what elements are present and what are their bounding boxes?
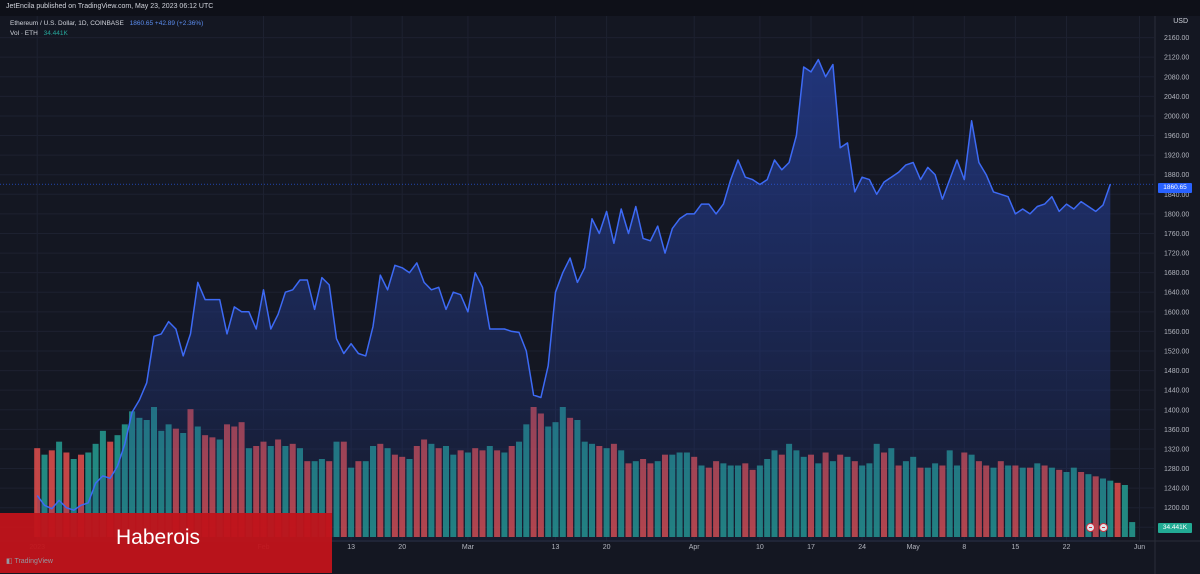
watermark-banner xyxy=(0,513,332,573)
y-tick-label: 1600.00 xyxy=(1164,309,1189,316)
event-flag-icon[interactable] xyxy=(1086,523,1095,532)
x-tick-label: Mar xyxy=(462,544,475,551)
last-price-tag: 1860.65 xyxy=(1158,183,1192,193)
volume-bar xyxy=(56,441,63,537)
x-tick-label: 13 xyxy=(552,544,560,551)
x-tick-label: 24 xyxy=(858,544,866,551)
y-tick-label: 1320.00 xyxy=(1164,446,1189,453)
volume-label: Vol · ETH xyxy=(10,30,38,37)
y-tick-label: 1880.00 xyxy=(1164,172,1189,179)
y-tick-label: 1920.00 xyxy=(1164,153,1189,160)
x-tick-label: 15 xyxy=(1012,544,1020,551)
x-tick-label: 17 xyxy=(807,544,815,551)
y-tick-label: 2080.00 xyxy=(1164,74,1189,81)
volume-bar xyxy=(70,459,77,537)
event-flag-icon[interactable] xyxy=(1099,523,1108,532)
y-tick-label: 2160.00 xyxy=(1164,35,1189,42)
legend-volume-row[interactable]: Vol · ETH 34.441K xyxy=(10,30,68,37)
banner-text: Haberois xyxy=(116,526,201,549)
currency-label[interactable]: USD xyxy=(1173,18,1188,25)
x-tick-label: Apr xyxy=(689,544,701,551)
volume-bar xyxy=(1114,482,1121,537)
y-tick-label: 1840.00 xyxy=(1164,192,1189,199)
price-change: 1860.65 +42.89 (+2.36%) xyxy=(129,20,204,27)
y-tick-label: 2120.00 xyxy=(1164,55,1189,62)
y-tick-label: 1360.00 xyxy=(1164,427,1189,434)
x-tick-label: 10 xyxy=(756,544,764,551)
x-tick-label: 8 xyxy=(962,544,966,551)
volume-bar xyxy=(85,452,92,537)
tradingview-logo: ◧ TradingView xyxy=(6,558,53,565)
y-tick-label: 1280.00 xyxy=(1164,466,1189,473)
y-tick-label: 1960.00 xyxy=(1164,133,1189,140)
volume-bar xyxy=(78,454,84,537)
y-tick-label: 1520.00 xyxy=(1164,349,1189,356)
y-tick-label: 1720.00 xyxy=(1164,251,1189,258)
y-tick-label: 1680.00 xyxy=(1164,270,1189,277)
x-tick-label: 22 xyxy=(1063,544,1071,551)
y-tick-label: 1480.00 xyxy=(1164,368,1189,375)
y-tick-label: 1440.00 xyxy=(1164,388,1189,395)
volume-bar xyxy=(41,454,48,537)
y-tick-label: 1800.00 xyxy=(1164,211,1189,218)
published-info: JetEncila published on TradingView.com, … xyxy=(6,3,214,10)
x-tick-label: 20 xyxy=(398,544,406,551)
last-volume-tag: 34.441K xyxy=(1158,523,1192,533)
y-tick-label: 1240.00 xyxy=(1164,486,1189,493)
logo-text: TradingView xyxy=(14,558,53,565)
volume-bar xyxy=(63,452,70,537)
x-tick-label: 20 xyxy=(603,544,611,551)
price-line xyxy=(36,58,1112,511)
y-tick-label: 1560.00 xyxy=(1164,329,1189,336)
x-tick-label: Jun xyxy=(1134,544,1145,551)
volume-bar xyxy=(1121,485,1128,537)
legend-symbol-row[interactable]: Ethereum / U.S. Dollar, 1D, COINBASE 186… xyxy=(10,20,203,27)
volume-bar xyxy=(34,448,41,537)
y-tick-label: 1200.00 xyxy=(1164,505,1189,512)
y-tick-label: 2040.00 xyxy=(1164,94,1189,101)
y-tick-label: 1760.00 xyxy=(1164,231,1189,238)
symbol-name: Ethereum / U.S. Dollar, 1D, COINBASE xyxy=(10,20,124,27)
volume-value: 34.441K xyxy=(43,30,68,37)
price-area xyxy=(37,59,1111,542)
volume-bar xyxy=(1129,522,1136,537)
x-tick-label: May xyxy=(907,544,921,551)
top-bar: JetEncila published on TradingView.com, … xyxy=(0,0,1200,16)
y-tick-label: 2000.00 xyxy=(1164,113,1189,120)
volume-bar xyxy=(48,450,55,537)
y-tick-label: 1640.00 xyxy=(1164,290,1189,297)
y-tick-label: 1400.00 xyxy=(1164,407,1189,414)
x-tick-label: 13 xyxy=(347,544,355,551)
